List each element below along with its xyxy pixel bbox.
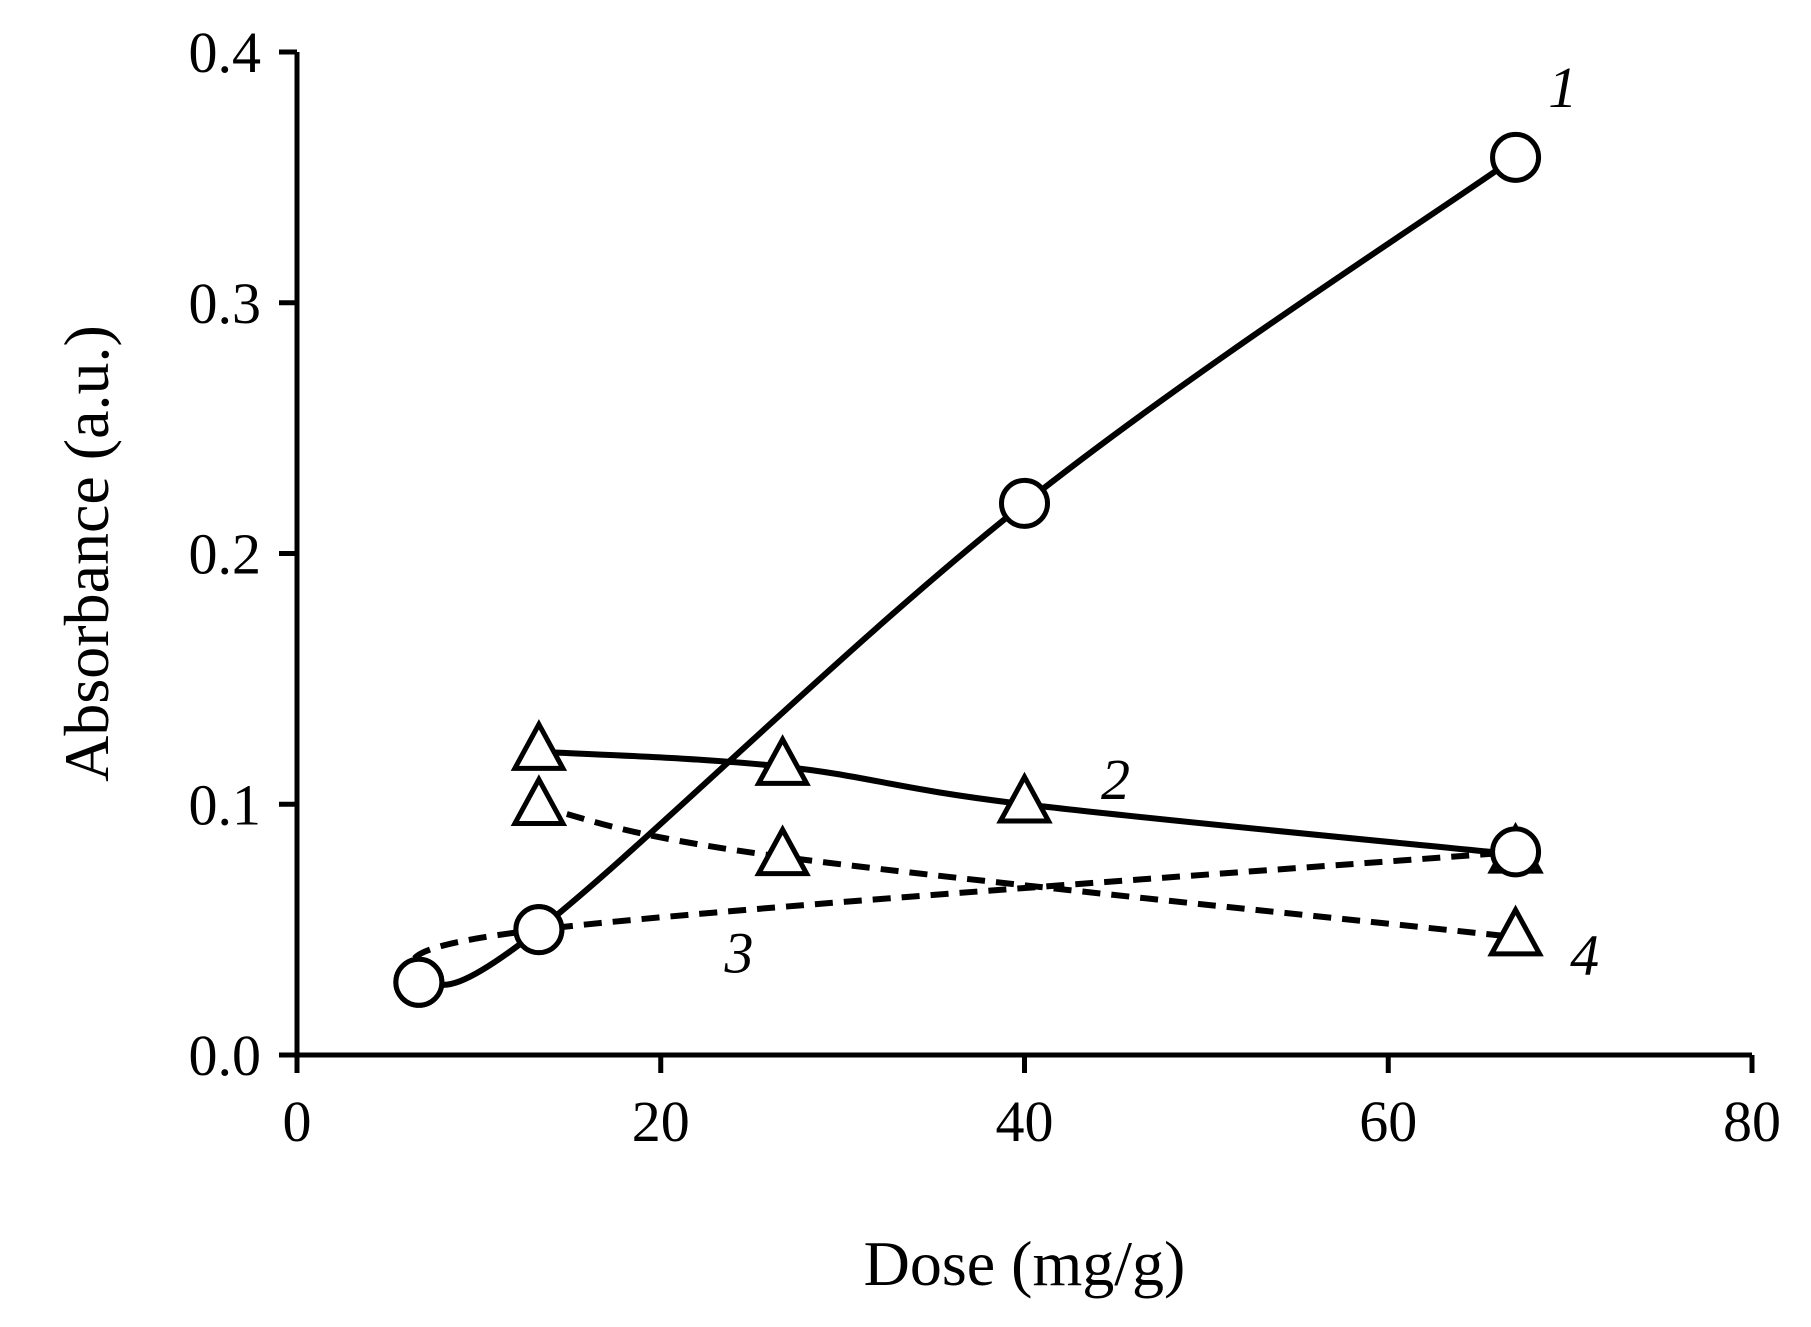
x-tick-label: 20 — [632, 1089, 690, 1154]
x-tick-label: 80 — [1723, 1089, 1781, 1154]
series-1-label: 1 — [1548, 55, 1577, 120]
series-3-line — [409, 848, 1516, 986]
series-3-label: 3 — [723, 920, 753, 985]
series-markers — [393, 131, 1544, 1008]
y-tick-label: 0.2 — [189, 522, 262, 587]
series-1-line — [417, 154, 1518, 988]
x-tick-label: 0 — [283, 1089, 312, 1154]
series-3-point — [393, 956, 445, 1008]
series-labels: 1 2 3 4 — [723, 55, 1599, 988]
series-3-point — [1490, 826, 1542, 878]
series-4-point — [510, 774, 568, 826]
series-2-point — [996, 771, 1053, 824]
x-tick-label: 60 — [1359, 1089, 1417, 1154]
y-axis-title: Absorbance (a.u.) — [51, 325, 122, 782]
series-2-label: 2 — [1101, 747, 1130, 812]
series-2-line — [538, 748, 1516, 858]
axes: 0 20 40 60 80 0.0 0.1 0.2 0.3 0.4 — [189, 20, 1782, 1154]
x-tick-label: 40 — [996, 1089, 1054, 1154]
x-axis-title: Dose (mg/g) — [864, 1228, 1186, 1299]
series-4-label: 4 — [1570, 923, 1599, 988]
series-1-point — [999, 477, 1050, 529]
series-lines — [409, 154, 1518, 988]
y-tick-label: 0.1 — [189, 772, 262, 837]
series-3-point — [513, 904, 565, 956]
series-2-point — [510, 719, 568, 771]
series-2-point — [754, 734, 811, 786]
y-tick-label: 0.3 — [189, 271, 262, 336]
series-1-point — [1490, 131, 1542, 183]
y-tick-label: 0.4 — [189, 20, 262, 85]
y-tick-label: 0.0 — [189, 1023, 262, 1088]
series-4-point — [1487, 904, 1544, 957]
series-4-line — [538, 803, 1516, 941]
series-4-point — [754, 824, 811, 877]
